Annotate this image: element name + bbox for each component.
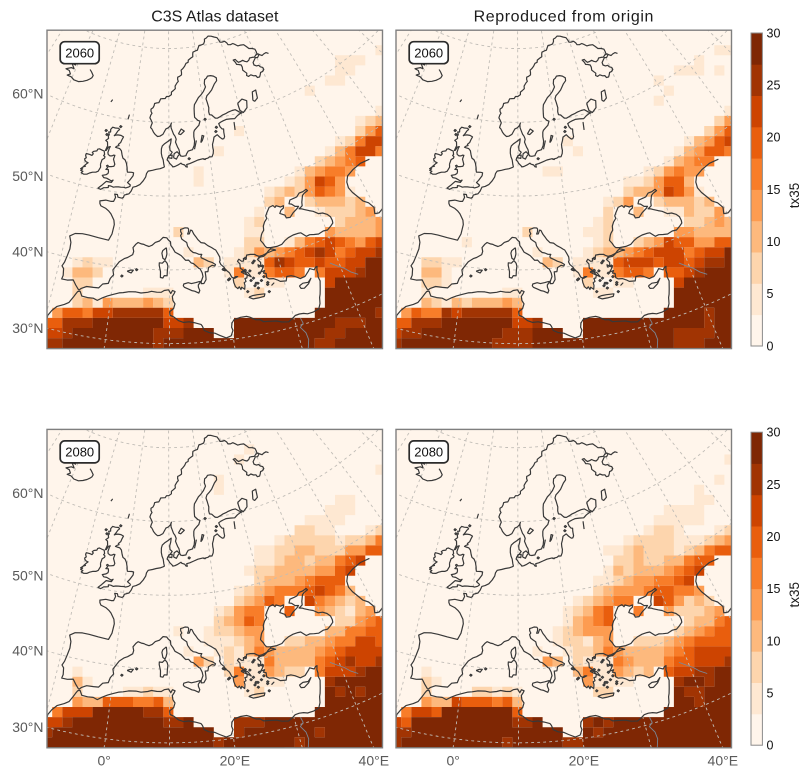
- svg-text:tx35: tx35: [787, 582, 802, 608]
- svg-text:20: 20: [767, 530, 781, 544]
- svg-text:20: 20: [767, 131, 781, 145]
- svg-text:40°N: 40°N: [12, 244, 43, 260]
- svg-text:2060: 2060: [65, 45, 94, 60]
- svg-text:0: 0: [767, 339, 774, 353]
- svg-text:15: 15: [767, 183, 781, 197]
- svg-text:Reproduced from origin: Reproduced from origin: [474, 9, 654, 26]
- svg-text:0°: 0°: [447, 752, 460, 768]
- svg-text:2060: 2060: [414, 45, 443, 60]
- svg-text:25: 25: [767, 79, 781, 93]
- svg-text:tx35: tx35: [787, 183, 802, 209]
- svg-text:40°E: 40°E: [359, 752, 390, 768]
- svg-text:50°N: 50°N: [12, 168, 43, 184]
- svg-text:40°E: 40°E: [708, 752, 739, 768]
- svg-text:20°E: 20°E: [220, 752, 251, 768]
- svg-text:10: 10: [767, 634, 781, 648]
- svg-text:0: 0: [767, 739, 774, 753]
- svg-text:2080: 2080: [414, 445, 443, 460]
- svg-text:5: 5: [767, 686, 774, 700]
- svg-text:C3S Atlas dataset: C3S Atlas dataset: [151, 9, 279, 26]
- svg-text:30: 30: [767, 426, 781, 440]
- svg-text:2080: 2080: [65, 445, 94, 460]
- svg-text:20°E: 20°E: [569, 752, 600, 768]
- svg-text:30°N: 30°N: [12, 320, 43, 336]
- svg-text:25: 25: [767, 478, 781, 492]
- svg-text:10: 10: [767, 235, 781, 249]
- svg-text:30: 30: [767, 26, 781, 40]
- svg-text:5: 5: [767, 287, 774, 301]
- svg-text:40°N: 40°N: [12, 643, 43, 659]
- svg-text:60°N: 60°N: [12, 86, 43, 102]
- svg-text:30°N: 30°N: [12, 719, 43, 735]
- svg-text:50°N: 50°N: [12, 567, 43, 583]
- svg-text:60°N: 60°N: [12, 485, 43, 501]
- svg-text:15: 15: [767, 582, 781, 596]
- svg-text:0°: 0°: [98, 752, 111, 768]
